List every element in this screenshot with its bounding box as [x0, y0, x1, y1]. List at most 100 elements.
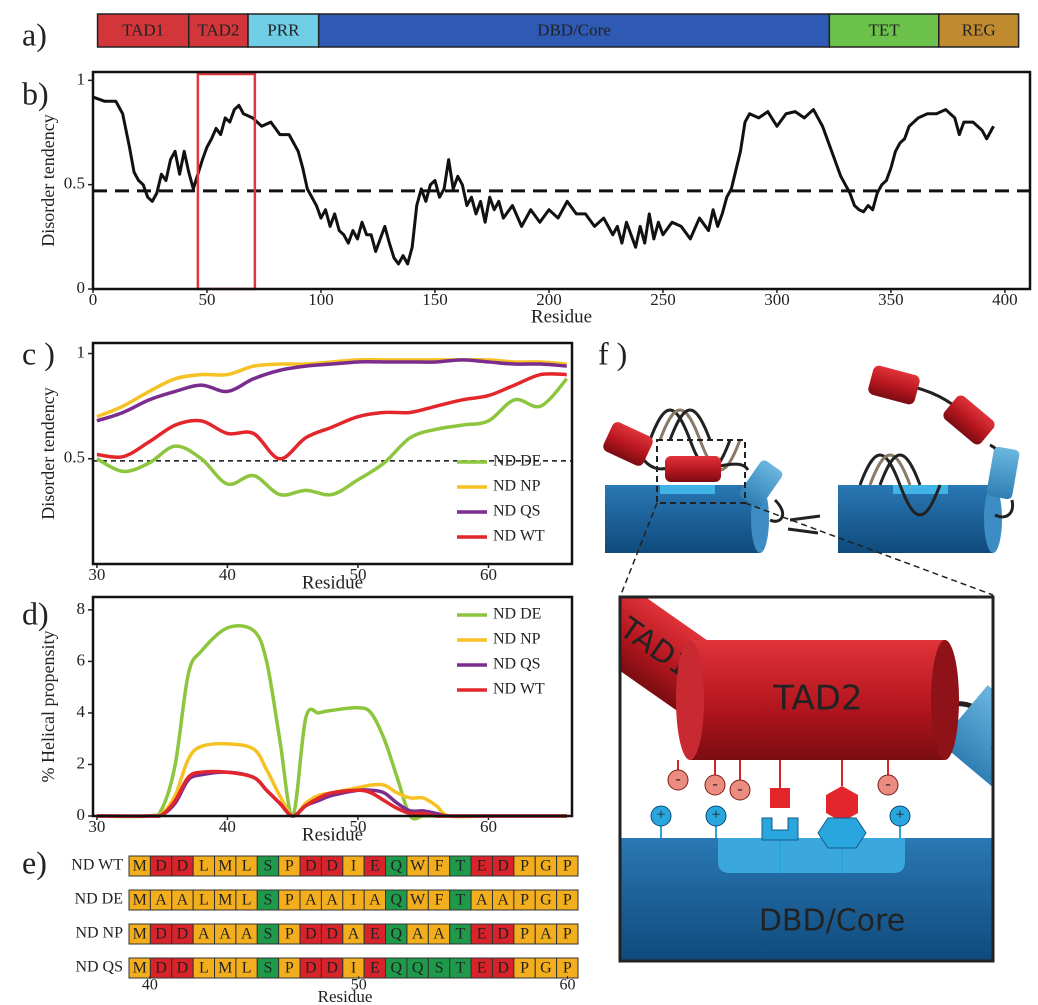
domain-label: TAD1 [122, 20, 164, 39]
residue-letter: F [435, 858, 444, 875]
legend-label: ND NP [493, 478, 541, 495]
residue-letter: L [199, 858, 209, 875]
positive-sign: + [711, 807, 720, 824]
residue-letter: A [348, 926, 360, 943]
residue-letter: L [199, 960, 209, 977]
page: f ) DBD/Core TAD1 PRR TAD2 [0, 0, 1038, 1005]
tad1-small [601, 420, 654, 468]
dbd-cylinder [605, 485, 760, 553]
residue-letter: T [456, 926, 466, 943]
panel-domain-bar: a)TAD1TAD2PRRDBD/CoreTETREG [22, 14, 1019, 52]
x-tick-label: 0 [89, 290, 98, 309]
y-tick-label: 0.5 [64, 448, 85, 467]
residue-letter: T [456, 892, 466, 909]
residue-letter: E [370, 960, 380, 977]
y-tick-label: 1 [77, 69, 86, 88]
residue-letter: L [242, 858, 252, 875]
x-tick-label: 30 [88, 565, 105, 584]
residue-letter: P [285, 926, 294, 943]
residue-letter: A [412, 926, 424, 943]
dbd-label: DBD/Core [759, 904, 905, 939]
residue-letter: M [218, 960, 232, 977]
y-tick-label: 0 [77, 278, 86, 297]
panel-label: f ) [598, 335, 627, 371]
x-tick-label: 40 [219, 817, 236, 836]
panel-sequence: e)ND WTMDDLMLSPDDIEQWFTEDPGPND DEMAALMLS… [22, 844, 578, 1005]
legend-label: ND QS [493, 503, 541, 520]
highlight-box [198, 74, 255, 289]
residue-letter: T [456, 960, 466, 977]
hexagon-pocket [818, 818, 866, 848]
residue-letter: T [456, 858, 466, 875]
domain-label: TAD2 [197, 20, 239, 39]
groove [660, 485, 715, 494]
residue-letter: D [305, 858, 317, 875]
legend-label: ND DE [493, 606, 541, 623]
residue-letter: E [477, 858, 487, 875]
residue-letter: M [133, 960, 147, 977]
positive-sign: + [656, 807, 665, 824]
residue-letter: Q [390, 858, 402, 875]
tad2-small [665, 456, 721, 482]
residue-letter: D [177, 858, 189, 875]
tad2-end [931, 640, 959, 760]
series-line [97, 744, 567, 817]
y-axis-title: Disorder tendency [38, 387, 58, 519]
residue-letter: E [477, 960, 487, 977]
residue-letter: P [520, 858, 529, 875]
legend-label: ND NP [493, 631, 541, 648]
y-tick-label: 2 [77, 753, 86, 772]
residue-letter: D [497, 926, 509, 943]
row-label: ND DE [75, 891, 123, 908]
residue-letter: D [305, 960, 317, 977]
residue-letter: E [477, 926, 487, 943]
y-tick-label: 0 [77, 805, 86, 824]
x-tick-label: 300 [764, 290, 790, 309]
panel-label: b) [22, 75, 49, 111]
residue-letter: D [497, 858, 509, 875]
residue-letter: D [326, 960, 338, 977]
residue-letter: M [133, 892, 147, 909]
residue-letter: Q [412, 960, 424, 977]
panel-label: a) [22, 16, 47, 52]
residue-letter: G [540, 892, 552, 909]
x-tick-label: 60 [480, 817, 497, 836]
x-tick-label: 250 [650, 290, 676, 309]
residue-letter: D [497, 960, 509, 977]
x-axis-title: Residue [302, 824, 363, 845]
residue-letter: E [370, 926, 380, 943]
residue-letter: Q [390, 892, 402, 909]
x-tick-label: 150 [422, 290, 448, 309]
y-tick-label: 1 [77, 342, 86, 361]
residue-letter: A [497, 892, 509, 909]
residue-letter: P [520, 926, 529, 943]
x-tick-label: 40 [219, 565, 236, 584]
negative-sign: - [885, 776, 890, 793]
residue-letter: S [264, 926, 273, 943]
square-ligand [770, 788, 790, 808]
negative-sign: - [712, 776, 717, 793]
residue-letter: P [563, 926, 572, 943]
residue-letter: P [520, 892, 529, 909]
residue-letter: A [540, 926, 552, 943]
panel-label: c ) [22, 335, 55, 371]
residue-letter: L [199, 892, 209, 909]
residue-letter: A [155, 892, 167, 909]
dna-strand [870, 455, 910, 485]
residue-letter: S [264, 960, 273, 977]
tad2-end [676, 640, 704, 760]
plot-frame [93, 72, 1030, 289]
residue-letter: D [155, 960, 167, 977]
series-line [93, 97, 994, 264]
y-tick-label: 0.5 [64, 174, 85, 193]
x-tick-label: 100 [308, 290, 334, 309]
residue-letter: A [369, 892, 381, 909]
residue-letter: A [476, 892, 488, 909]
residue-letter: P [520, 960, 529, 977]
domain-label: REG [962, 20, 996, 39]
residue-letter: L [242, 960, 252, 977]
residue-letter: G [540, 858, 552, 875]
prr-small [986, 446, 1020, 500]
panel-label: e) [22, 844, 47, 880]
